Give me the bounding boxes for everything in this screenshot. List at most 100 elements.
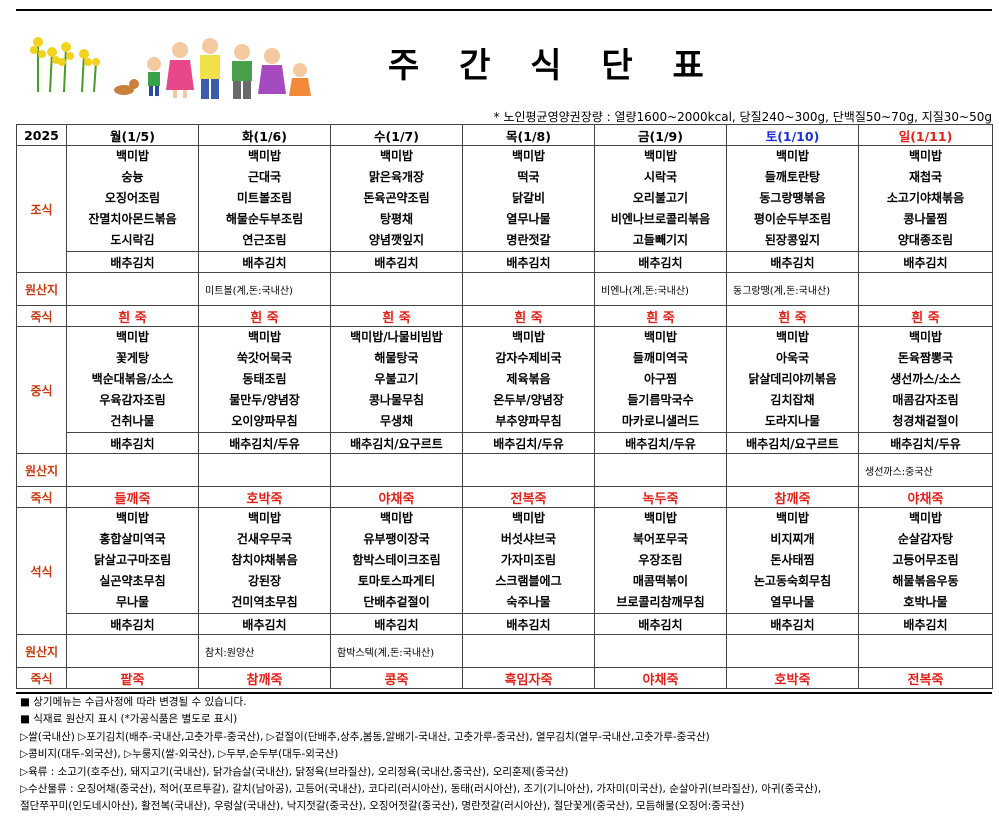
menu-item: 고들빼기지 bbox=[632, 233, 689, 247]
breakfast-juk-cell: 흰 죽 bbox=[858, 305, 993, 327]
row-label: 조식 bbox=[16, 145, 67, 273]
lunch-cell: 백미밥 들깨미역국 아구찜 들기름막국수 마카로니샐러드 bbox=[594, 326, 727, 433]
breakfast-origin-cell: 미트볼(계,돈:국내산) bbox=[198, 272, 331, 306]
menu-item: 백미밥 bbox=[247, 149, 282, 163]
lunch-origin-cell bbox=[594, 453, 727, 487]
menu-item: 우불고기 bbox=[374, 372, 419, 386]
menu-item: 명란젓갈 bbox=[506, 233, 551, 247]
top-rule bbox=[16, 9, 992, 11]
dinner-origin-cell bbox=[594, 634, 727, 668]
menu-item: 백미밥 bbox=[115, 330, 150, 344]
breakfast-cell: 백미밥 들깨토란탕 동그랑땡볶음 평이순두부조림 된장콩잎지 bbox=[726, 145, 859, 252]
menu-item: 우장조림 bbox=[638, 553, 683, 567]
row-label: 원산지 bbox=[16, 272, 67, 306]
lunch-juk-cell: 호박죽 bbox=[198, 486, 331, 508]
lunch-juk-cell: 전복죽 bbox=[462, 486, 595, 508]
menu-item: 백미밥 bbox=[247, 511, 282, 525]
breakfast-items-row: 조식 백미밥 숭늉 오징어조림 잔멸치아몬드볶음 도시락김 백미밥 근대국 미트볼조림 해물순두부… bbox=[16, 145, 993, 273]
dinner-origin-cell bbox=[66, 634, 199, 668]
child-icon bbox=[147, 57, 161, 96]
menu-item: 건취나물 bbox=[110, 414, 155, 428]
menu-item: 배추김치 bbox=[462, 251, 595, 273]
lunch-cell: 백미밥 감자수제비국 제육볶음 온두부/양념장 부추양파무침 bbox=[462, 326, 595, 433]
year-cell: 2025 bbox=[16, 124, 67, 146]
menu-item: 배추김치 bbox=[66, 251, 199, 273]
menu-item: 배추김치/요구르트 bbox=[726, 432, 859, 454]
menu-item: 강된장 bbox=[247, 574, 282, 588]
menu-item: 아구찜 bbox=[643, 372, 678, 386]
menu-item: 비지찌개 bbox=[770, 532, 815, 546]
footer-line: ▷쌀(국내산) ▷포기김치(배추-국내산,고춧가루-중국산), ▷겉절이(단배추… bbox=[20, 730, 710, 743]
menu-item: 함박스테이크조림 bbox=[352, 553, 441, 567]
menu-item: 유부팽이장국 bbox=[363, 532, 430, 546]
menu-item: 배추김치 bbox=[594, 251, 727, 273]
dinner-origin-cell: 참치:원양산 bbox=[198, 634, 331, 668]
lunch-juk-cell: 들깨죽 bbox=[66, 486, 199, 508]
menu-item: 순살감자탕 bbox=[897, 532, 954, 546]
menu-item: 배추김치 bbox=[198, 613, 331, 635]
menu-item: 시락국 bbox=[643, 170, 678, 184]
family-illustration bbox=[30, 37, 311, 99]
breakfast-kimchi-row: 배추김치 배추김치 배추김치 배추김치 배추김치 배추김치 배추김치 bbox=[17, 251, 993, 273]
menu-item: 열무나물 bbox=[506, 212, 551, 226]
dinner-juk-cell: 야채죽 bbox=[594, 667, 727, 689]
breakfast-juk-cell: 흰 죽 bbox=[594, 305, 727, 327]
dinner-cell: 백미밥 홍합살미역국 닭살고구마조림 실곤약초무침 무나물 bbox=[66, 507, 199, 614]
dinner-items-row: 석식 백미밥 홍합살미역국 닭살고구마조림 실곤약초무침 무나물 백미밥 건새우무국 참치야채볶… bbox=[16, 507, 993, 635]
menu-item: 소고기야채볶음 bbox=[886, 191, 965, 205]
menu-item: 맑은육개장 bbox=[368, 170, 425, 184]
lunch-juk-cell: 녹두죽 bbox=[594, 486, 727, 508]
breakfast-cell: 백미밥 재첩국 소고기야채볶음 콩나물찜 양대종조림 bbox=[858, 145, 993, 252]
menu-item: 고등어무조림 bbox=[892, 553, 959, 567]
menu-table: 2025 월(1/5) 화(1/6) 수(1/7) 목(1/8) 금(1/9) … bbox=[16, 124, 993, 689]
menu-item: 생선까스/소스 bbox=[890, 372, 961, 386]
breakfast-juk-cell: 흰 죽 bbox=[66, 305, 199, 327]
menu-item: 매콤떡볶이 bbox=[632, 574, 689, 588]
dinner-juk-cell: 호박죽 bbox=[726, 667, 859, 689]
menu-item: 잔멸치아몬드볶음 bbox=[88, 212, 177, 226]
dinner-cell: 백미밥 순살감자탕 고등어무조림 해물볶음우동 호박나물 bbox=[858, 507, 993, 614]
menu-item: 백미밥 bbox=[775, 149, 810, 163]
menu-item: 홍합살미역국 bbox=[99, 532, 166, 546]
menu-item: 백미밥 bbox=[379, 149, 414, 163]
menu-item: 배추김치 bbox=[462, 613, 595, 635]
day-header: 목(1/8) bbox=[462, 124, 595, 146]
menu-item: 배추김치 bbox=[858, 613, 993, 635]
menu-item: 배추김치/두유 bbox=[858, 432, 993, 454]
menu-item: 들기름막국수 bbox=[627, 393, 694, 407]
dinner-cell: 백미밥 비지찌개 돈사태찜 논고동숙회무침 열무나물 bbox=[726, 507, 859, 614]
grandmother-icon bbox=[258, 48, 286, 94]
dinner-origin-cell bbox=[726, 634, 859, 668]
day-header: 수(1/7) bbox=[330, 124, 463, 146]
menu-item: 배추김치/두유 bbox=[594, 432, 727, 454]
menu-item: 백미밥 bbox=[643, 511, 678, 525]
menu-item: 쑥갓어묵국 bbox=[236, 351, 293, 365]
menu-item: 건미역초무침 bbox=[231, 595, 298, 609]
dinner-juk-cell: 참깨죽 bbox=[198, 667, 331, 689]
menu-item: 떡국 bbox=[517, 170, 540, 184]
lunch-juk-cell: 야채죽 bbox=[330, 486, 463, 508]
menu-item: 닭살고구마조림 bbox=[93, 553, 172, 567]
page-title: 주 간 식 단 표 bbox=[388, 46, 718, 86]
row-label: 죽식 bbox=[16, 667, 67, 689]
lunch-juk-cell: 야채죽 bbox=[858, 486, 993, 508]
menu-item: 배추김치/두유 bbox=[198, 432, 331, 454]
row-label: 죽식 bbox=[16, 486, 67, 508]
footer-line: ■ 식재료 원산지 표시 (*가공식품은 별도로 표시) bbox=[20, 713, 238, 726]
menu-item: 열무나물 bbox=[770, 595, 815, 609]
lunch-origin-cell: 생선까스:중국산 bbox=[858, 453, 993, 487]
grandfather-icon bbox=[232, 44, 252, 99]
menu-item: 백미밥 bbox=[511, 149, 546, 163]
menu-item: 백미밥 bbox=[643, 149, 678, 163]
menu-item: 백미밥 bbox=[247, 330, 282, 344]
menu-item: 매콤감자조림 bbox=[892, 393, 959, 407]
menu-item: 도시락김 bbox=[110, 233, 155, 247]
breakfast-juk-cell: 흰 죽 bbox=[726, 305, 859, 327]
breakfast-cell: 백미밥 시락국 오리불고기 비엔나브로콜리볶음 고들빼기지 bbox=[594, 145, 727, 252]
menu-item: 오이양파무침 bbox=[231, 414, 298, 428]
menu-item: 제육볶음 bbox=[506, 372, 551, 386]
menu-item: 꽃게탕 bbox=[115, 351, 150, 365]
breakfast-cell: 백미밥 숭늉 오징어조림 잔멸치아몬드볶음 도시락김 bbox=[66, 145, 199, 252]
menu-item: 버섯샤브국 bbox=[500, 532, 557, 546]
footer-line: ▷육류 : 소고기(호주산), 돼지고기(국내산), 닭가슴살(국내산), 닭정… bbox=[20, 765, 569, 778]
